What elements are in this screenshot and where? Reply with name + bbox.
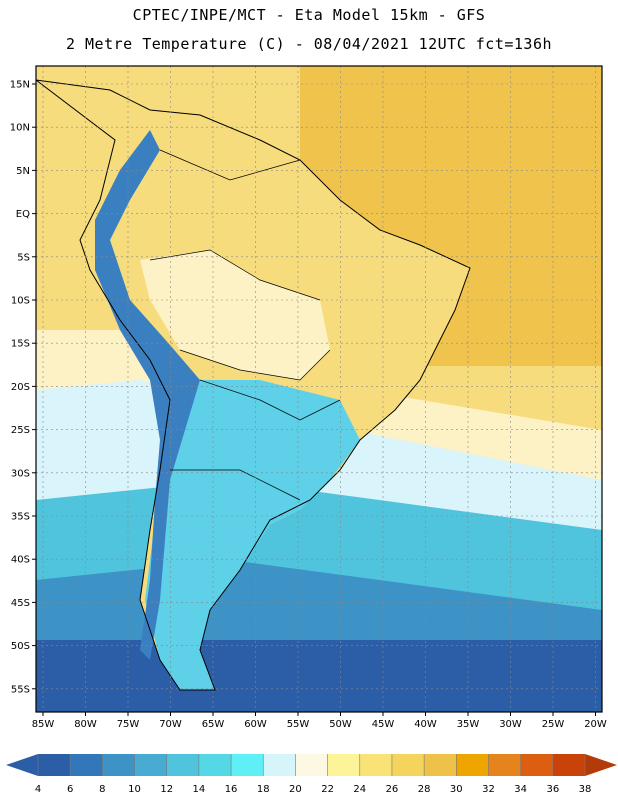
- colorbar-label: 22: [321, 784, 334, 795]
- colorbar-label: 20: [289, 784, 302, 795]
- lat-label: 10S: [11, 296, 30, 307]
- lon-label: 75W: [117, 719, 140, 730]
- lat-label: EQ: [16, 209, 30, 220]
- lat-label: 15S: [11, 339, 30, 350]
- colorbar-cell: [166, 754, 200, 776]
- lon-label: 60W: [244, 719, 267, 730]
- colorbar-label: 8: [99, 784, 105, 795]
- lon-label: 45W: [372, 719, 395, 730]
- colorbar-cell: [456, 754, 489, 776]
- colorbar-cell: [488, 754, 522, 776]
- colorbar-cell: [424, 754, 457, 776]
- colorbar-left-arrow: [6, 754, 38, 776]
- coastline: [36, 79, 471, 691]
- latitude-labels: 15N 10N 5N EQ 5S 10S 15S 20S 25S 30S 35S 40S 45S 50S 5…: [10, 80, 36, 695]
- colorbar-cell: [391, 754, 425, 776]
- colorbar-label: 38: [579, 784, 592, 795]
- lat-label: 30S: [11, 468, 30, 479]
- colorbar-label: 16: [225, 784, 238, 795]
- land-cool-south: [145, 380, 360, 690]
- colorbar-label: 26: [386, 784, 399, 795]
- lon-label: 30W: [499, 719, 522, 730]
- colorbar-label: 10: [128, 784, 141, 795]
- longitude-labels: 85W 80W 75W 70W 65W 60W 55W 50W 45W 40W 35W 30W 25W 2…: [32, 712, 607, 730]
- colorbar-label: 12: [160, 784, 173, 795]
- colorbar-label: 24: [353, 784, 366, 795]
- lon-label: 35W: [457, 719, 480, 730]
- lon-label: 40W: [414, 719, 437, 730]
- temperature-colorbar: 4 6 8 10 12 14 16 18 20 22 24 26 28 30 32 34 36 38: [6, 754, 617, 795]
- lat-label: 50S: [11, 641, 30, 652]
- temperature-map: 15N 10N 5N EQ 5S 10S 15S 20S 25S 30S 35S 40S 45S 50S 5…: [10, 65, 607, 730]
- lat-label: 55S: [11, 684, 30, 695]
- country-borders: [149, 149, 341, 501]
- map-frame: [35, 65, 603, 713]
- colorbar-label: 18: [257, 784, 270, 795]
- colorbar-cell: [295, 754, 329, 776]
- lon-label: 80W: [74, 719, 97, 730]
- colorbar-cell: [552, 754, 586, 776]
- map-title-line1: CPTEC/INPE/MCT - Eta Model 15km - GFS: [132, 6, 486, 24]
- lon-label: 20W: [584, 719, 607, 730]
- map-title-line2: 2 Metre Temperature (C) - 08/04/2021 12U…: [65, 35, 553, 53]
- colorbar-right-arrow: [585, 754, 617, 776]
- lon-label: 70W: [159, 719, 182, 730]
- colorbar-label: 30: [450, 784, 463, 795]
- colorbar-cell: [198, 754, 232, 776]
- lat-label: 20S: [11, 382, 30, 393]
- lat-label: 45S: [11, 598, 30, 609]
- lat-label: 15N: [10, 80, 30, 91]
- lat-label: 5N: [16, 166, 30, 177]
- land-warm-zone: [140, 250, 330, 380]
- colorbar-cell: [102, 754, 136, 776]
- lon-label: 25W: [542, 719, 565, 730]
- colorbar-cell: [38, 754, 71, 776]
- colorbar-cell: [231, 754, 264, 776]
- ocean-cold-zone-3: [36, 640, 602, 712]
- lat-label: 40S: [11, 555, 30, 566]
- colorbar-label: 34: [514, 784, 527, 795]
- colorbar-cell: [134, 754, 168, 776]
- colorbar-label: 14: [193, 784, 206, 795]
- colorbar-cell: [70, 754, 103, 776]
- lon-label: 85W: [32, 719, 55, 730]
- lat-label: 5S: [17, 252, 30, 263]
- lat-label: 10N: [10, 123, 30, 134]
- colorbar-label: 4: [35, 784, 41, 795]
- colorbar-label: 32: [482, 784, 495, 795]
- lon-label: 50W: [329, 719, 352, 730]
- colorbar-cell: [327, 754, 361, 776]
- colorbar-label: 28: [418, 784, 431, 795]
- lon-label: 55W: [287, 719, 310, 730]
- lat-label: 25S: [11, 425, 30, 436]
- colorbar-cell: [263, 754, 296, 776]
- lon-label: 65W: [202, 719, 225, 730]
- andes-cold-band: [95, 130, 200, 660]
- colorbar-label: 36: [546, 784, 559, 795]
- lat-label: 35S: [11, 512, 30, 523]
- colorbar-cell: [359, 754, 393, 776]
- colorbar-cell: [520, 754, 554, 776]
- lat-lon-grid: [36, 66, 602, 712]
- colorbar-label: 6: [67, 784, 73, 795]
